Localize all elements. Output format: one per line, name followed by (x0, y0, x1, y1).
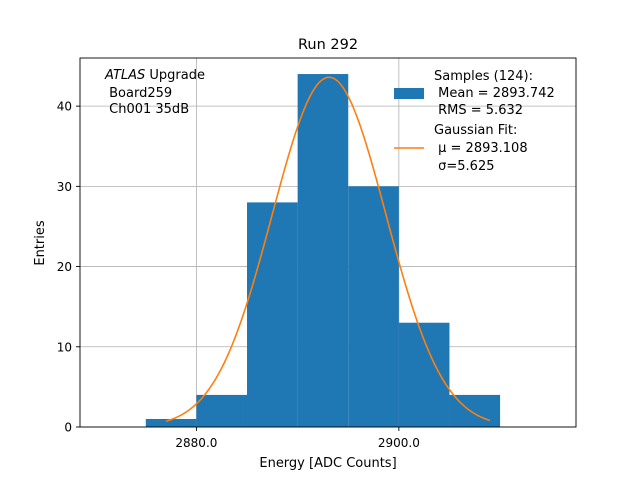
annotation-board-text: Board259 (105, 86, 172, 101)
x-tick-label: 2880.0 (175, 436, 217, 450)
legend-samples-mean: Mean = 2893.742 (434, 86, 555, 101)
histogram-bars (145, 74, 501, 427)
histogram-bar (297, 74, 349, 427)
y-axis-ticks: 0 10 20 30 40 (57, 100, 80, 435)
legend-samples-swatch (394, 88, 424, 99)
x-axis-ticks: 2880.0 2900.0 (175, 427, 420, 450)
legend: Samples (124): Mean = 2893.742 RMS = 5.6… (394, 69, 555, 174)
y-tick-label: 0 (64, 421, 72, 435)
detector-annotation: ATLAS Upgrade Board259 Ch001 35dB (104, 68, 205, 117)
y-tick-label: 20 (57, 260, 72, 274)
histogram-bar (196, 394, 248, 427)
legend-samples-title: Samples (124): (434, 69, 533, 84)
y-axis-label: Entries (33, 220, 48, 266)
gaussian-fit-curve (165, 76, 491, 422)
plot-frame (79, 57, 577, 428)
y-tick-label: 30 (57, 180, 72, 194)
legend-fit-title: Gaussian Fit: (434, 123, 517, 138)
svg-text:ATLAS Upgrade: ATLAS Upgrade (104, 68, 205, 83)
legend-fit-mu: μ = 2893.108 (434, 141, 528, 156)
annotation-channel-text: Ch001 35dB (105, 102, 189, 117)
y-tick-label: 40 (57, 100, 72, 114)
x-axis-label: Energy [ADC Counts] (259, 456, 396, 471)
chart-title: Run 292 (298, 37, 358, 53)
histogram-bar (247, 202, 298, 427)
histogram-bar (348, 186, 399, 427)
annotation-upgrade-text: Upgrade (145, 68, 205, 83)
x-tick-label: 2900.0 (378, 436, 420, 450)
histogram-bar (145, 418, 197, 427)
legend-fit-sigma: σ=5.625 (434, 159, 494, 174)
y-tick-label: 10 (57, 340, 72, 354)
legend-samples-rms: RMS = 5.632 (434, 103, 523, 118)
annotation-atlas-text: ATLAS (104, 68, 145, 83)
